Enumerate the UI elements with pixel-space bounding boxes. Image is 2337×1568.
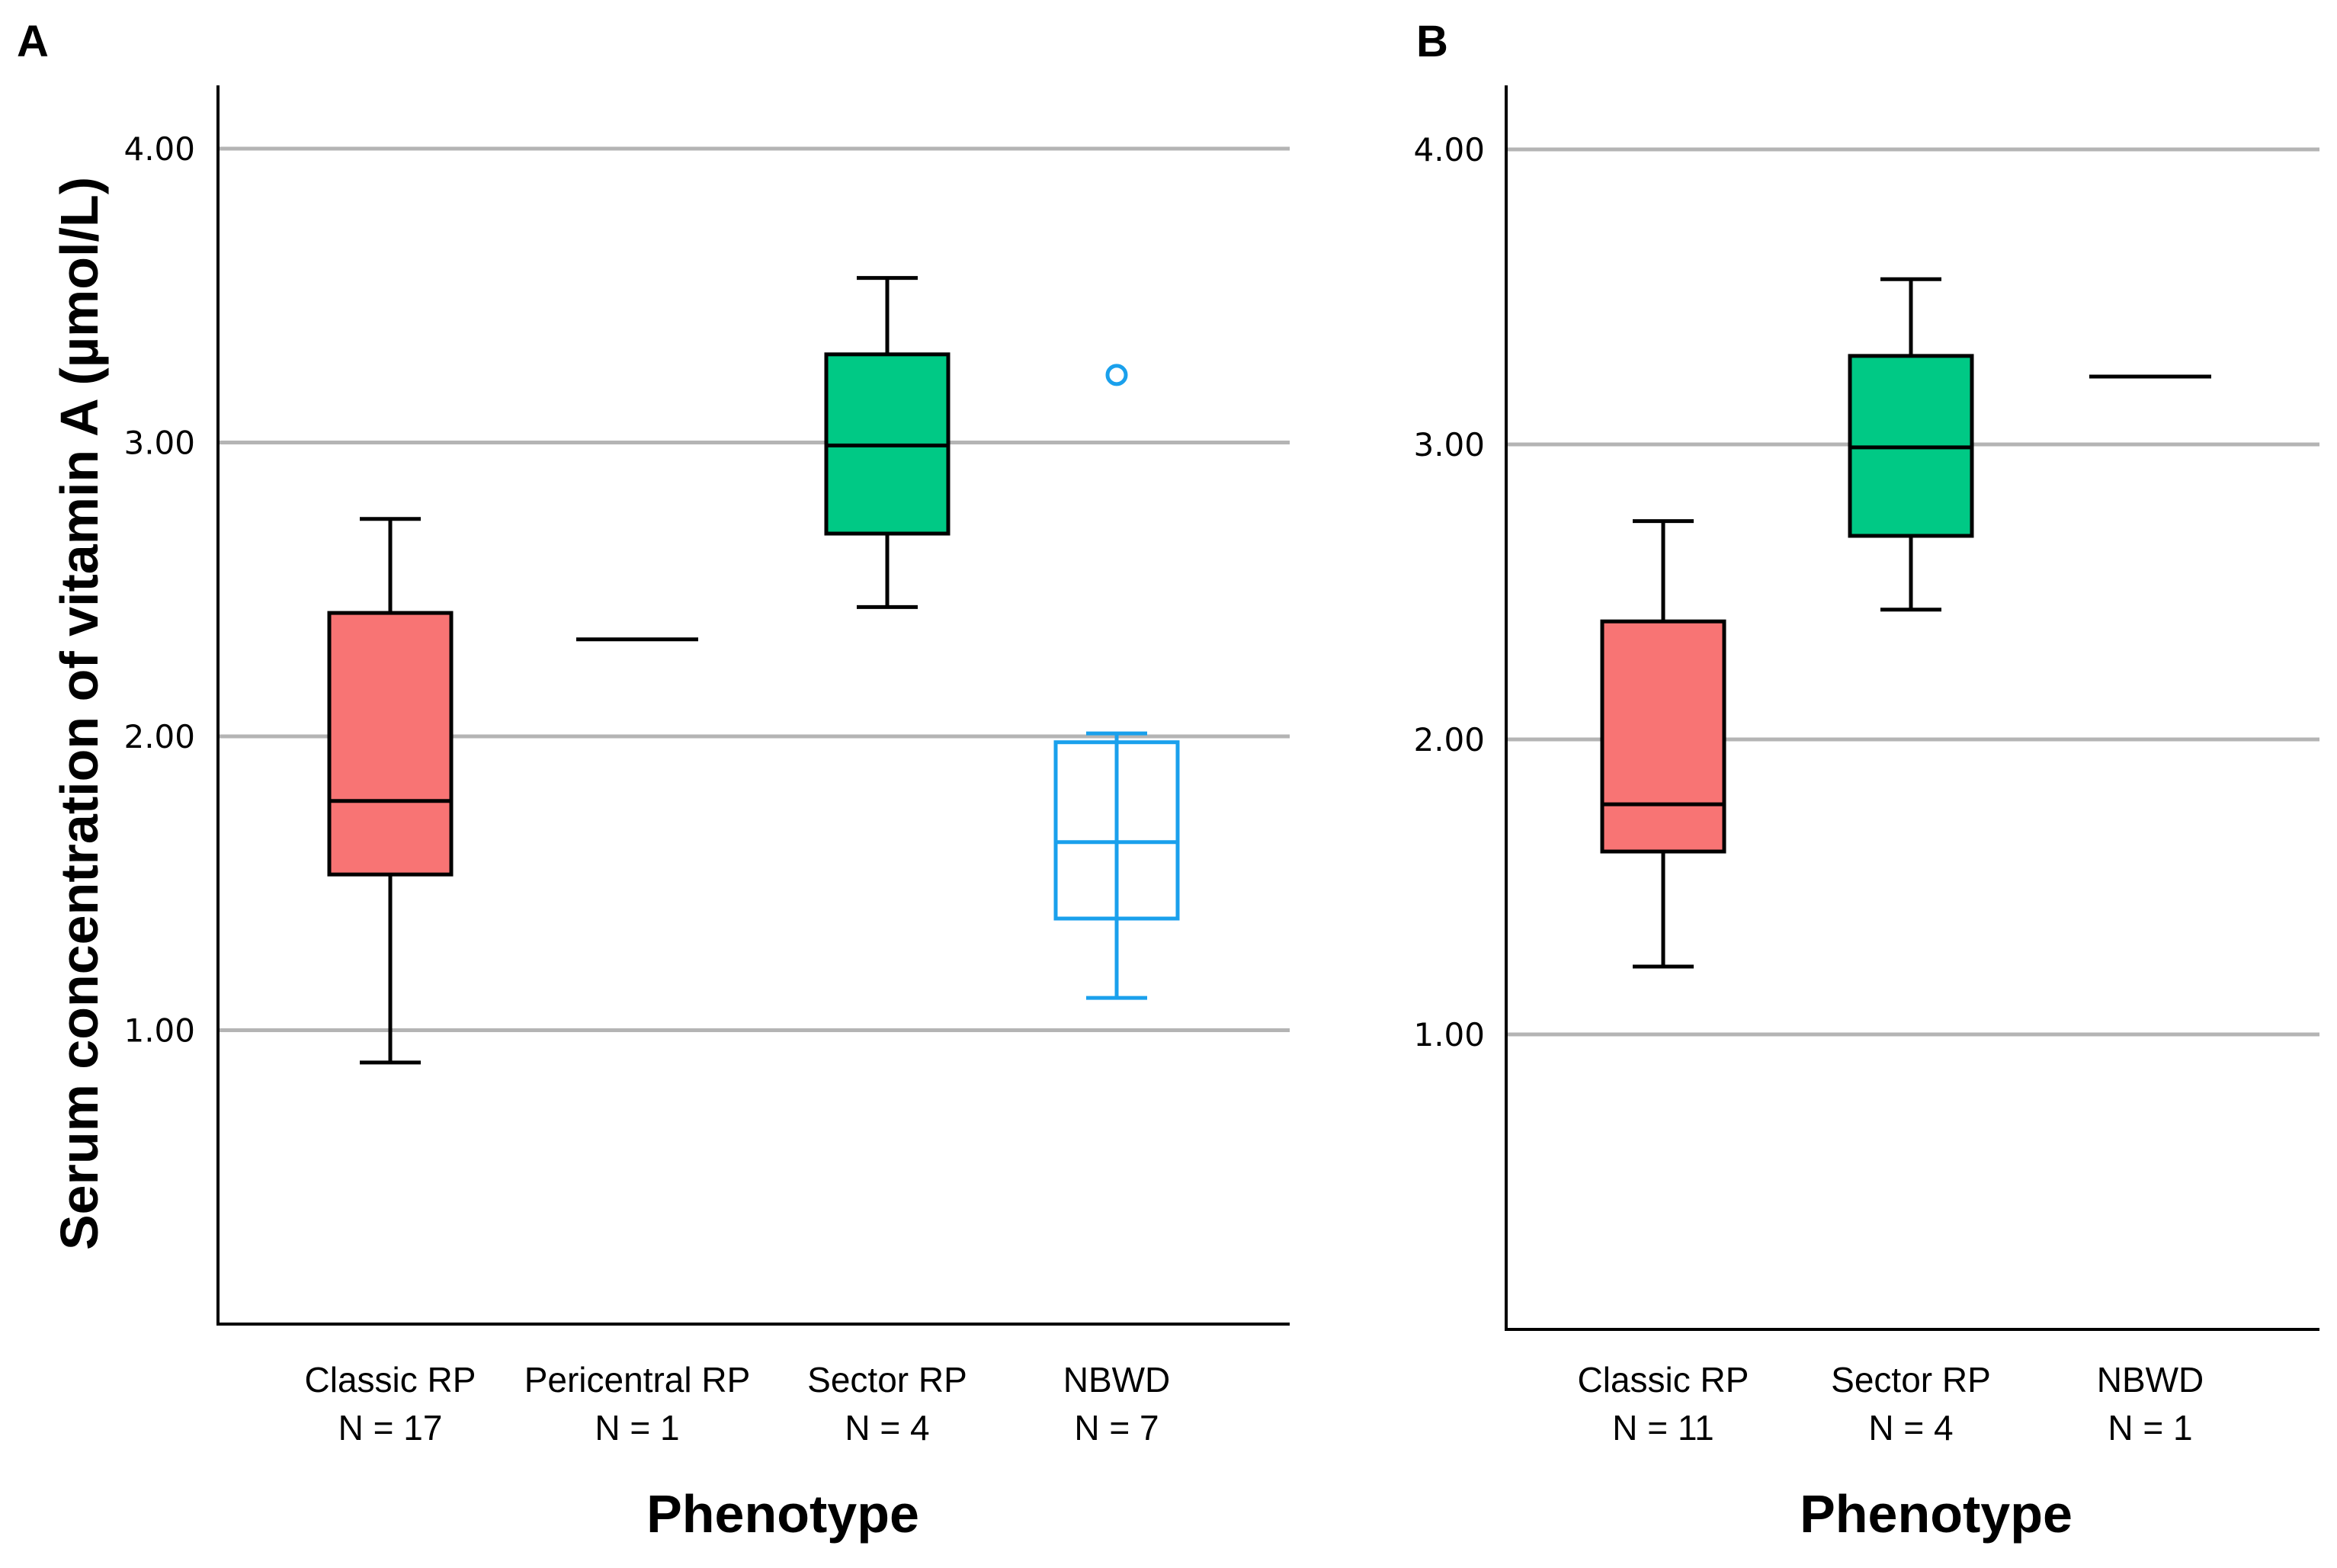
y-tick-label: 2.00 [123,718,195,755]
category-label-pericentral-rp: Pericentral RP [524,1360,751,1400]
panel-a-letter: A [17,17,49,66]
category-n-label-nbwd: N = 7 [1074,1408,1159,1448]
x-axis-title: Phenotype [1800,1484,2073,1544]
category-n-label-classic-rp: N = 17 [338,1408,443,1448]
category-n-label-pericentral-rp: N = 1 [595,1408,679,1448]
y-tick-label: 1.00 [1413,1016,1485,1053]
panel-b-letter: B [1416,17,1448,66]
x-axis-title: Phenotype [646,1484,919,1544]
category-label-sector-rp: Sector RP [807,1360,967,1400]
category-label-nbwd: NBWD [2097,1360,2204,1400]
y-tick-label: 3.00 [123,425,195,462]
outlier-point-nbwd [1105,364,1128,386]
panel-b: 1.00 2.00 3.00 4.00 Classic RP N = 11 Sector R… [1413,85,2319,1544]
y-tick-label: 2.00 [1413,721,1485,758]
y-tick-label: 4.00 [1413,131,1485,168]
category-n-label-nbwd: N = 1 [2108,1408,2192,1448]
box-classic-rp [1600,619,1726,854]
y-axis-title: Serum concentration of vitamin A (µmol/L… [50,177,109,1250]
y-tick-label: 1.00 [123,1012,195,1050]
category-label-sector-rp: Sector RP [1831,1360,1991,1400]
category-n-label-classic-rp: N = 11 [1612,1408,1713,1448]
box-classic-rp [327,611,454,877]
category-label-classic-rp: Classic RP [1578,1360,1749,1400]
y-tick-label: 4.00 [123,130,195,168]
category-n-label-sector-rp: N = 4 [1868,1408,1953,1448]
y-tick-label: 3.00 [1413,426,1485,463]
category-n-label-sector-rp: N = 4 [845,1408,929,1448]
category-label-classic-rp: Classic RP [305,1360,476,1400]
category-label-nbwd: NBWD [1063,1360,1171,1400]
panel-a: 1.00 2.00 3.00 4.00 Classic RP N = 17 Pericent… [50,85,1290,1544]
